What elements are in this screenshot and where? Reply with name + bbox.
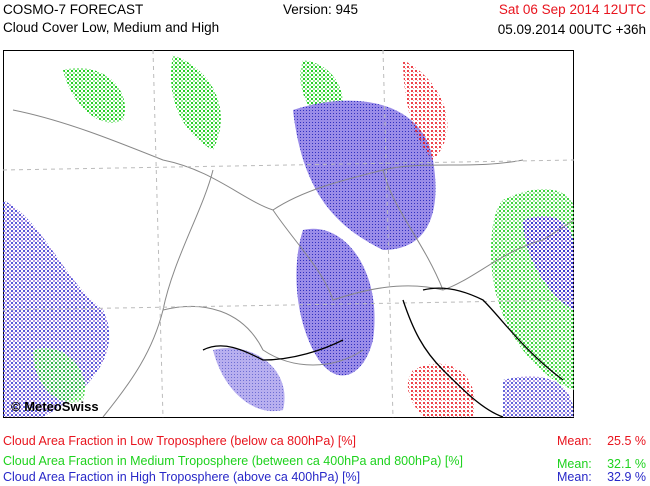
coastline bbox=[202, 287, 564, 418]
mean-value: 32.9 % bbox=[607, 470, 646, 484]
credit: © MeteoSwiss bbox=[11, 399, 99, 414]
mean-label: Mean: bbox=[557, 434, 592, 448]
graticule bbox=[3, 50, 574, 418]
title: COSMO-7 FORECAST bbox=[3, 2, 144, 17]
subtitle: Cloud Cover Low, Medium and High bbox=[3, 20, 220, 35]
mean-value: 25.5 % bbox=[607, 434, 646, 448]
version: Version: 945 bbox=[283, 2, 359, 17]
run-time: 05.09.2014 00UTC +36h bbox=[497, 22, 646, 37]
mean-label: Mean: bbox=[557, 470, 592, 484]
legend-label: Cloud Area Fraction in Medium Tropospher… bbox=[3, 454, 463, 468]
cloud-fields bbox=[3, 55, 574, 417]
legend-label: Cloud Area Fraction in High Troposphere … bbox=[3, 470, 361, 484]
map: © MeteoSwiss bbox=[3, 50, 574, 418]
legend-label: Cloud Area Fraction in Low Troposphere (… bbox=[3, 434, 356, 448]
mean-label: Mean: bbox=[557, 457, 592, 471]
valid-time: Sat 06 Sep 2014 12UTC bbox=[498, 2, 646, 17]
mean-value: 32.1 % bbox=[607, 457, 646, 471]
